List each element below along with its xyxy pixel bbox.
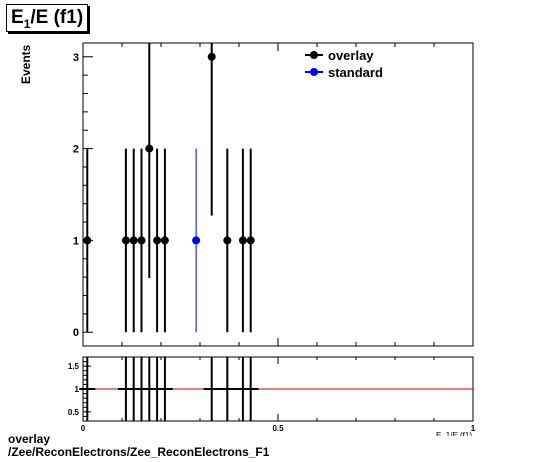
overlay-data-point <box>121 236 130 245</box>
main-plot-frame <box>82 42 474 347</box>
overlay-data-point <box>207 52 216 61</box>
overlay-data-point <box>145 144 154 153</box>
overlay-data-point <box>238 236 247 245</box>
legend-marker-standard <box>310 68 318 76</box>
legend-label-standard: standard <box>328 65 383 80</box>
overlay-data-point <box>137 236 146 245</box>
caption-line-1: overlay <box>8 432 51 446</box>
overlay-data-point <box>153 236 162 245</box>
overlay-data-point <box>160 236 169 245</box>
caption-line-2: /Zee/ReconElectrons/Zee_ReconElectrons_F… <box>8 445 270 459</box>
legend: overlay standard <box>305 48 383 80</box>
plot-title: E1/E (f1) <box>6 4 89 32</box>
legend-marker-overlay <box>310 51 318 59</box>
ratio-y-tick-label: 1 <box>75 385 80 394</box>
y-axis-label: Events <box>19 44 33 84</box>
y-tick-label: 0 <box>73 327 79 339</box>
ratio-y-tick-label: 0.5 <box>68 408 80 417</box>
ratio-x-tick-label: 1 <box>471 424 476 433</box>
main-data-marks <box>83 43 255 333</box>
y-tick-label: 1 <box>73 235 79 247</box>
y-tick-label: 3 <box>73 52 79 64</box>
standard-data-point <box>192 236 201 245</box>
ratio-data-marks <box>79 357 473 421</box>
legend-label-overlay: overlay <box>328 48 374 63</box>
overlay-data-point <box>223 236 232 245</box>
title-rest: /E (f1) <box>30 7 84 28</box>
ratio-x-tick-label: 0.5 <box>272 424 284 433</box>
title-subscript: 1 <box>23 16 31 31</box>
y-tick-label: 2 <box>73 144 79 156</box>
ratio-y-tick-label: 1.5 <box>68 362 80 371</box>
overlay-data-point <box>246 236 255 245</box>
overlay-data-point <box>129 236 138 245</box>
x-axis-label: E_1/E (f1) <box>435 431 472 436</box>
overlay-data-point <box>83 236 92 245</box>
ratio-x-tick-label: 0 <box>81 424 86 433</box>
title-main: E <box>11 7 24 28</box>
